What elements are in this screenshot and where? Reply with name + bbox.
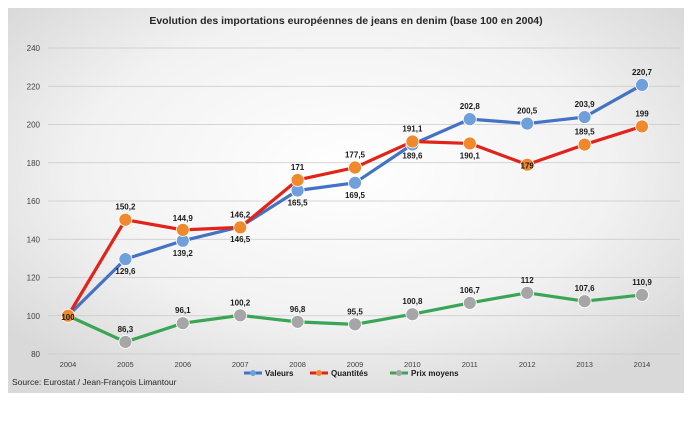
data-point: [233, 308, 248, 323]
data-label: 177,5: [345, 151, 366, 160]
data-point: [577, 110, 592, 124]
data-label: 165,5: [288, 198, 309, 207]
x-tick-label: 2004: [60, 360, 77, 369]
chart-title: Evolution des importations européennes d…: [149, 15, 542, 27]
data-label: 169,5: [345, 191, 366, 200]
y-tick-label: 180: [27, 159, 41, 168]
legend-marker: [250, 370, 256, 376]
data-point: [348, 175, 362, 190]
x-tick-label: 2012: [519, 360, 536, 369]
data-point: [462, 112, 477, 127]
data-label: 190,1: [460, 151, 481, 160]
y-tick-label: 100: [27, 312, 41, 321]
y-tick-label: 240: [27, 44, 41, 53]
x-tick-label: 2010: [404, 360, 421, 369]
legend-label: Quantités: [331, 369, 368, 378]
data-point: [577, 294, 592, 309]
data-label: 139,2: [173, 249, 194, 258]
data-label: 129,6: [115, 267, 136, 276]
x-tick-label: 2007: [232, 360, 249, 369]
data-label: 96,1: [175, 306, 191, 315]
data-label: 202,8: [460, 102, 481, 111]
data-point: [175, 222, 190, 237]
data-point: [462, 296, 477, 310]
chart-background: [8, 8, 684, 393]
data-label: 100,8: [402, 297, 423, 306]
x-tick-label: 2009: [347, 360, 364, 369]
data-point: [405, 307, 420, 322]
data-point: [290, 173, 305, 187]
data-label: 189,5: [575, 128, 596, 137]
data-label: 191,1: [402, 125, 423, 134]
chart-frame: Evolution des importations européennes d…: [8, 8, 684, 393]
line-chart: Evolution des importations européennes d…: [8, 8, 684, 393]
legend-label: Valeurs: [265, 369, 294, 378]
data-point: [118, 212, 133, 227]
data-label: 171: [291, 163, 305, 172]
data-label: 189,6: [402, 151, 423, 160]
data-point: [577, 137, 592, 152]
data-label: 199: [635, 109, 649, 118]
x-tick-label: 2008: [289, 360, 306, 369]
x-tick-label: 2013: [576, 360, 593, 369]
data-label: 179: [521, 162, 535, 171]
data-label: 86,3: [118, 325, 134, 334]
legend-marker: [316, 370, 322, 376]
y-tick-label: 140: [27, 235, 41, 244]
data-label: 95,5: [347, 307, 363, 316]
data-point: [405, 134, 420, 149]
data-point: [520, 116, 535, 131]
data-point: [520, 157, 535, 172]
data-point: [175, 316, 190, 331]
data-point: [61, 308, 75, 323]
y-tick-label: 220: [27, 82, 41, 91]
data-point: [635, 78, 649, 92]
x-tick-label: 2006: [174, 360, 191, 369]
x-tick-label: 2005: [117, 360, 134, 369]
data-label: 107,6: [575, 284, 596, 293]
legend-label: Prix moyens: [411, 369, 459, 378]
data-point: [635, 119, 649, 134]
y-tick-label: 80: [31, 350, 40, 359]
data-labels: 129,6 139,2 146,5 165,5 169,5 189,6 202,8 200,5…: [61, 68, 652, 334]
data-label: 150,2: [115, 203, 136, 212]
data-label: 220,7: [632, 68, 653, 77]
data-label: 146,2: [230, 210, 251, 219]
legend-marker: [396, 370, 402, 376]
y-tick-label: 200: [27, 121, 41, 130]
x-axis-ticks: 2004 2005 2006 2007 2008 2009 2010 2011 2012 2013…: [60, 360, 651, 369]
data-point: [462, 136, 477, 151]
x-tick-label: 2014: [634, 360, 651, 369]
data-label: 144,9: [173, 214, 194, 223]
data-label: 203,9: [575, 100, 596, 109]
data-label: 96,8: [290, 305, 306, 314]
y-axis-ticks: 80 100 120 140 160 180 200 220 240: [27, 44, 41, 359]
data-point: [118, 335, 133, 349]
legend: Valeurs Quantités Prix moyens: [244, 369, 459, 378]
data-label: 110,9: [632, 278, 652, 287]
data-point: [348, 317, 362, 332]
y-tick-label: 160: [27, 197, 41, 206]
data-label: 200,5: [517, 107, 538, 116]
data-label: 112: [521, 276, 534, 285]
data-point: [635, 288, 649, 302]
data-point: [348, 160, 362, 175]
x-tick-label: 2011: [462, 360, 478, 369]
data-point: [233, 220, 248, 235]
data-label: 100: [61, 313, 75, 322]
data-point: [290, 314, 305, 329]
data-label: 146,5: [230, 235, 251, 244]
source-note: Source: Eurostat / Jean-François Limanto…: [12, 377, 177, 387]
data-point: [118, 252, 133, 267]
y-tick-label: 120: [27, 274, 41, 283]
data-point: [520, 285, 535, 300]
series-lines: [61, 78, 649, 349]
data-label: 106,7: [460, 286, 481, 295]
data-label: 100,2: [230, 298, 251, 307]
